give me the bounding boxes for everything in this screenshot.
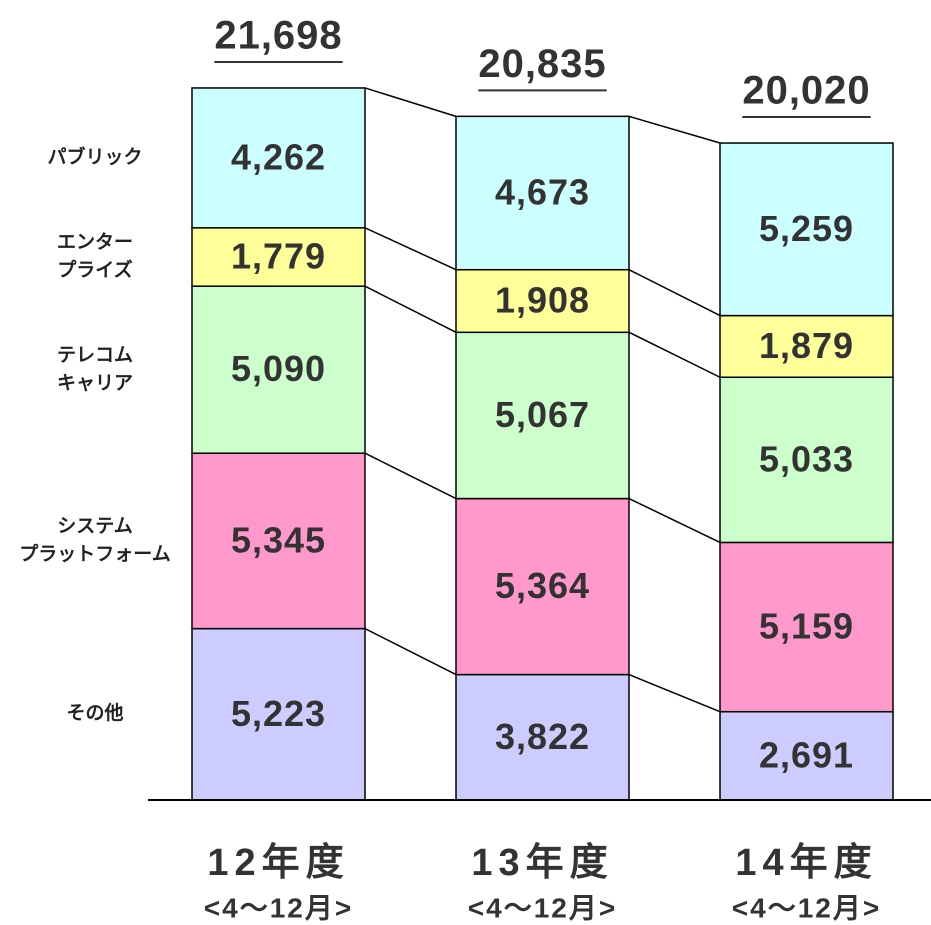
data-label: 5,259	[759, 208, 854, 249]
data-label: 2,691	[759, 734, 854, 775]
x-tick-label: 14年度	[735, 842, 877, 884]
bar-segment	[719, 541, 894, 713]
bar-segment	[191, 87, 366, 229]
legend-label: テレコム キャリア	[56, 344, 133, 394]
bar-segment	[455, 331, 630, 500]
bar-segment	[719, 710, 894, 801]
connector	[364, 227, 457, 271]
data-label: 4,673	[495, 172, 590, 213]
legend-label: システム プラットフォーム	[19, 515, 171, 565]
connector	[628, 673, 721, 713]
data-label: 1,908	[495, 280, 590, 321]
data-label: 5,345	[231, 519, 326, 560]
data-label: 5,033	[759, 438, 854, 479]
data-label: 1,879	[759, 325, 854, 366]
x-tick-sublabel: <4～12月>	[468, 892, 617, 923]
bar-segment	[455, 497, 630, 676]
connector	[364, 87, 457, 118]
data-label: 5,067	[495, 394, 590, 435]
data-label: 4,262	[231, 136, 326, 177]
bar-segment	[719, 314, 894, 379]
bar-segment	[455, 673, 630, 801]
bar-segment	[191, 627, 366, 801]
connector	[364, 627, 457, 676]
data-label: 5,364	[495, 565, 590, 606]
legend-label: その他	[66, 703, 124, 725]
legend-label: パブリック	[47, 146, 143, 168]
x-tick-sublabel: <4～12月>	[732, 892, 881, 923]
data-label: 1,779	[231, 236, 326, 277]
total-label: 21,698	[214, 14, 342, 58]
bar-segment	[719, 142, 894, 317]
connector	[628, 115, 721, 144]
total-label: 20,835	[478, 42, 606, 86]
data-label: 5,223	[231, 693, 326, 734]
x-tick-label: 12年度	[207, 842, 349, 884]
data-label: 5,159	[759, 606, 854, 647]
connector	[628, 331, 721, 378]
connector	[364, 285, 457, 333]
bar-segment	[455, 268, 630, 334]
x-tick-label: 13年度	[471, 842, 613, 884]
data-label: 3,822	[495, 716, 590, 757]
bar-segment	[455, 115, 630, 271]
total-label: 20,020	[742, 69, 870, 113]
bar-segment	[719, 376, 894, 544]
connector	[628, 269, 721, 317]
legend-label: エンター プライズ	[56, 232, 133, 281]
connector	[364, 452, 457, 500]
bar-segment	[191, 452, 366, 630]
connector	[628, 497, 721, 544]
x-tick-sublabel: <4～12月>	[204, 892, 353, 923]
data-label: 5,090	[231, 348, 326, 389]
bar-segment	[191, 227, 366, 287]
